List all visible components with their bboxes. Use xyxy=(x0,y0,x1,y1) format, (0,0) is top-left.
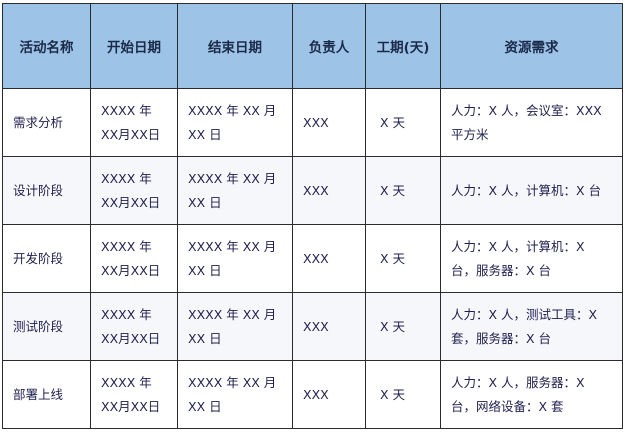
table-row: 测试阶段 XXXX 年 XX月XX日 XXXX 年 XX 月 XX 日 XXX X 天人… xyxy=(2,292,623,361)
duration-cell: X 天 xyxy=(365,292,441,361)
end-date-cell: XXXX 年 XX 月 XX 日 xyxy=(177,88,293,157)
owner-cell: XXX xyxy=(292,224,366,293)
resources-cell: 人力：X 人，会议室：XXX 平方米 xyxy=(440,88,623,157)
resources-cell: 人力：X 人，计算机：X 台 xyxy=(440,156,623,225)
header-owner: 负责人 xyxy=(292,3,366,89)
activity-cell: 部署上线 xyxy=(2,360,91,429)
end-date-cell: XXXX 年 XX 月 XX 日 xyxy=(177,156,293,225)
header-resources: 资源需求 xyxy=(440,3,623,89)
resources-cell: 人力：X 人，计算机：X 台，服务器：X 台 xyxy=(440,224,623,293)
end-date-cell: XXXX 年 XX 月 XX 日 xyxy=(177,224,293,293)
start-date-cell: XXXX 年 XX月XX日 xyxy=(90,292,178,361)
start-date-cell: XXXX 年 XX月XX日 xyxy=(90,156,178,225)
activity-cell: 开发阶段 xyxy=(2,224,91,293)
activity-cell: 设计阶段 xyxy=(2,156,91,225)
start-date-cell: XXXX 年 XX月XX日 xyxy=(90,88,178,157)
header-duration: 工期(天) xyxy=(365,3,441,89)
activity-cell: 需求分析 xyxy=(2,88,91,157)
owner-cell: XXX xyxy=(292,88,366,157)
start-date-cell: XXXX 年 XX月XX日 xyxy=(90,360,178,429)
owner-cell: XXX xyxy=(292,360,366,429)
header-start-date: 开始日期 xyxy=(90,3,178,89)
table-row: 部署上线 XXXX 年 XX月XX日 XXXX 年 XX 月 XX 日 XXX X 天人… xyxy=(2,360,623,429)
duration-cell: X 天 xyxy=(365,224,441,293)
owner-cell: XXX xyxy=(292,292,366,361)
header-end-date: 结束日期 xyxy=(177,3,293,89)
table-row: 开发阶段 XXXX 年 XX月XX日 XXXX 年 XX 月 XX 日 XXX X 天人… xyxy=(2,224,623,293)
table-row: 需求分析 XXXX 年 XX月XX日 XXXX 年 XX 月 XX 日 XXX X 天人… xyxy=(2,88,623,157)
activity-schedule-table: 活动名称 开始日期 结束日期 负责人 工期(天) 资源需求 需求分析 XXXX 年… xyxy=(2,3,623,429)
start-date-cell: XXXX 年 XX月XX日 xyxy=(90,224,178,293)
table-row: 设计阶段 XXXX 年 XX月XX日 XXXX 年 XX 月 XX 日 XXX X 天人… xyxy=(2,156,623,225)
header-row: 活动名称 开始日期 结束日期 负责人 工期(天) 资源需求 xyxy=(2,3,623,89)
duration-cell: X 天 xyxy=(365,88,441,157)
end-date-cell: XXXX 年 XX 月 XX 日 xyxy=(177,360,293,429)
owner-cell: XXX xyxy=(292,156,366,225)
resources-cell: 人力：X 人，测试工具：X 套，服务器：X 台 xyxy=(440,292,623,361)
activity-cell: 测试阶段 xyxy=(2,292,91,361)
duration-cell: X 天 xyxy=(365,360,441,429)
header-activity: 活动名称 xyxy=(2,3,91,89)
duration-cell: X 天 xyxy=(365,156,441,225)
end-date-cell: XXXX 年 XX 月 XX 日 xyxy=(177,292,293,361)
resources-cell: 人力：X 人，服务器：X 台，网络设备：X 套 xyxy=(440,360,623,429)
